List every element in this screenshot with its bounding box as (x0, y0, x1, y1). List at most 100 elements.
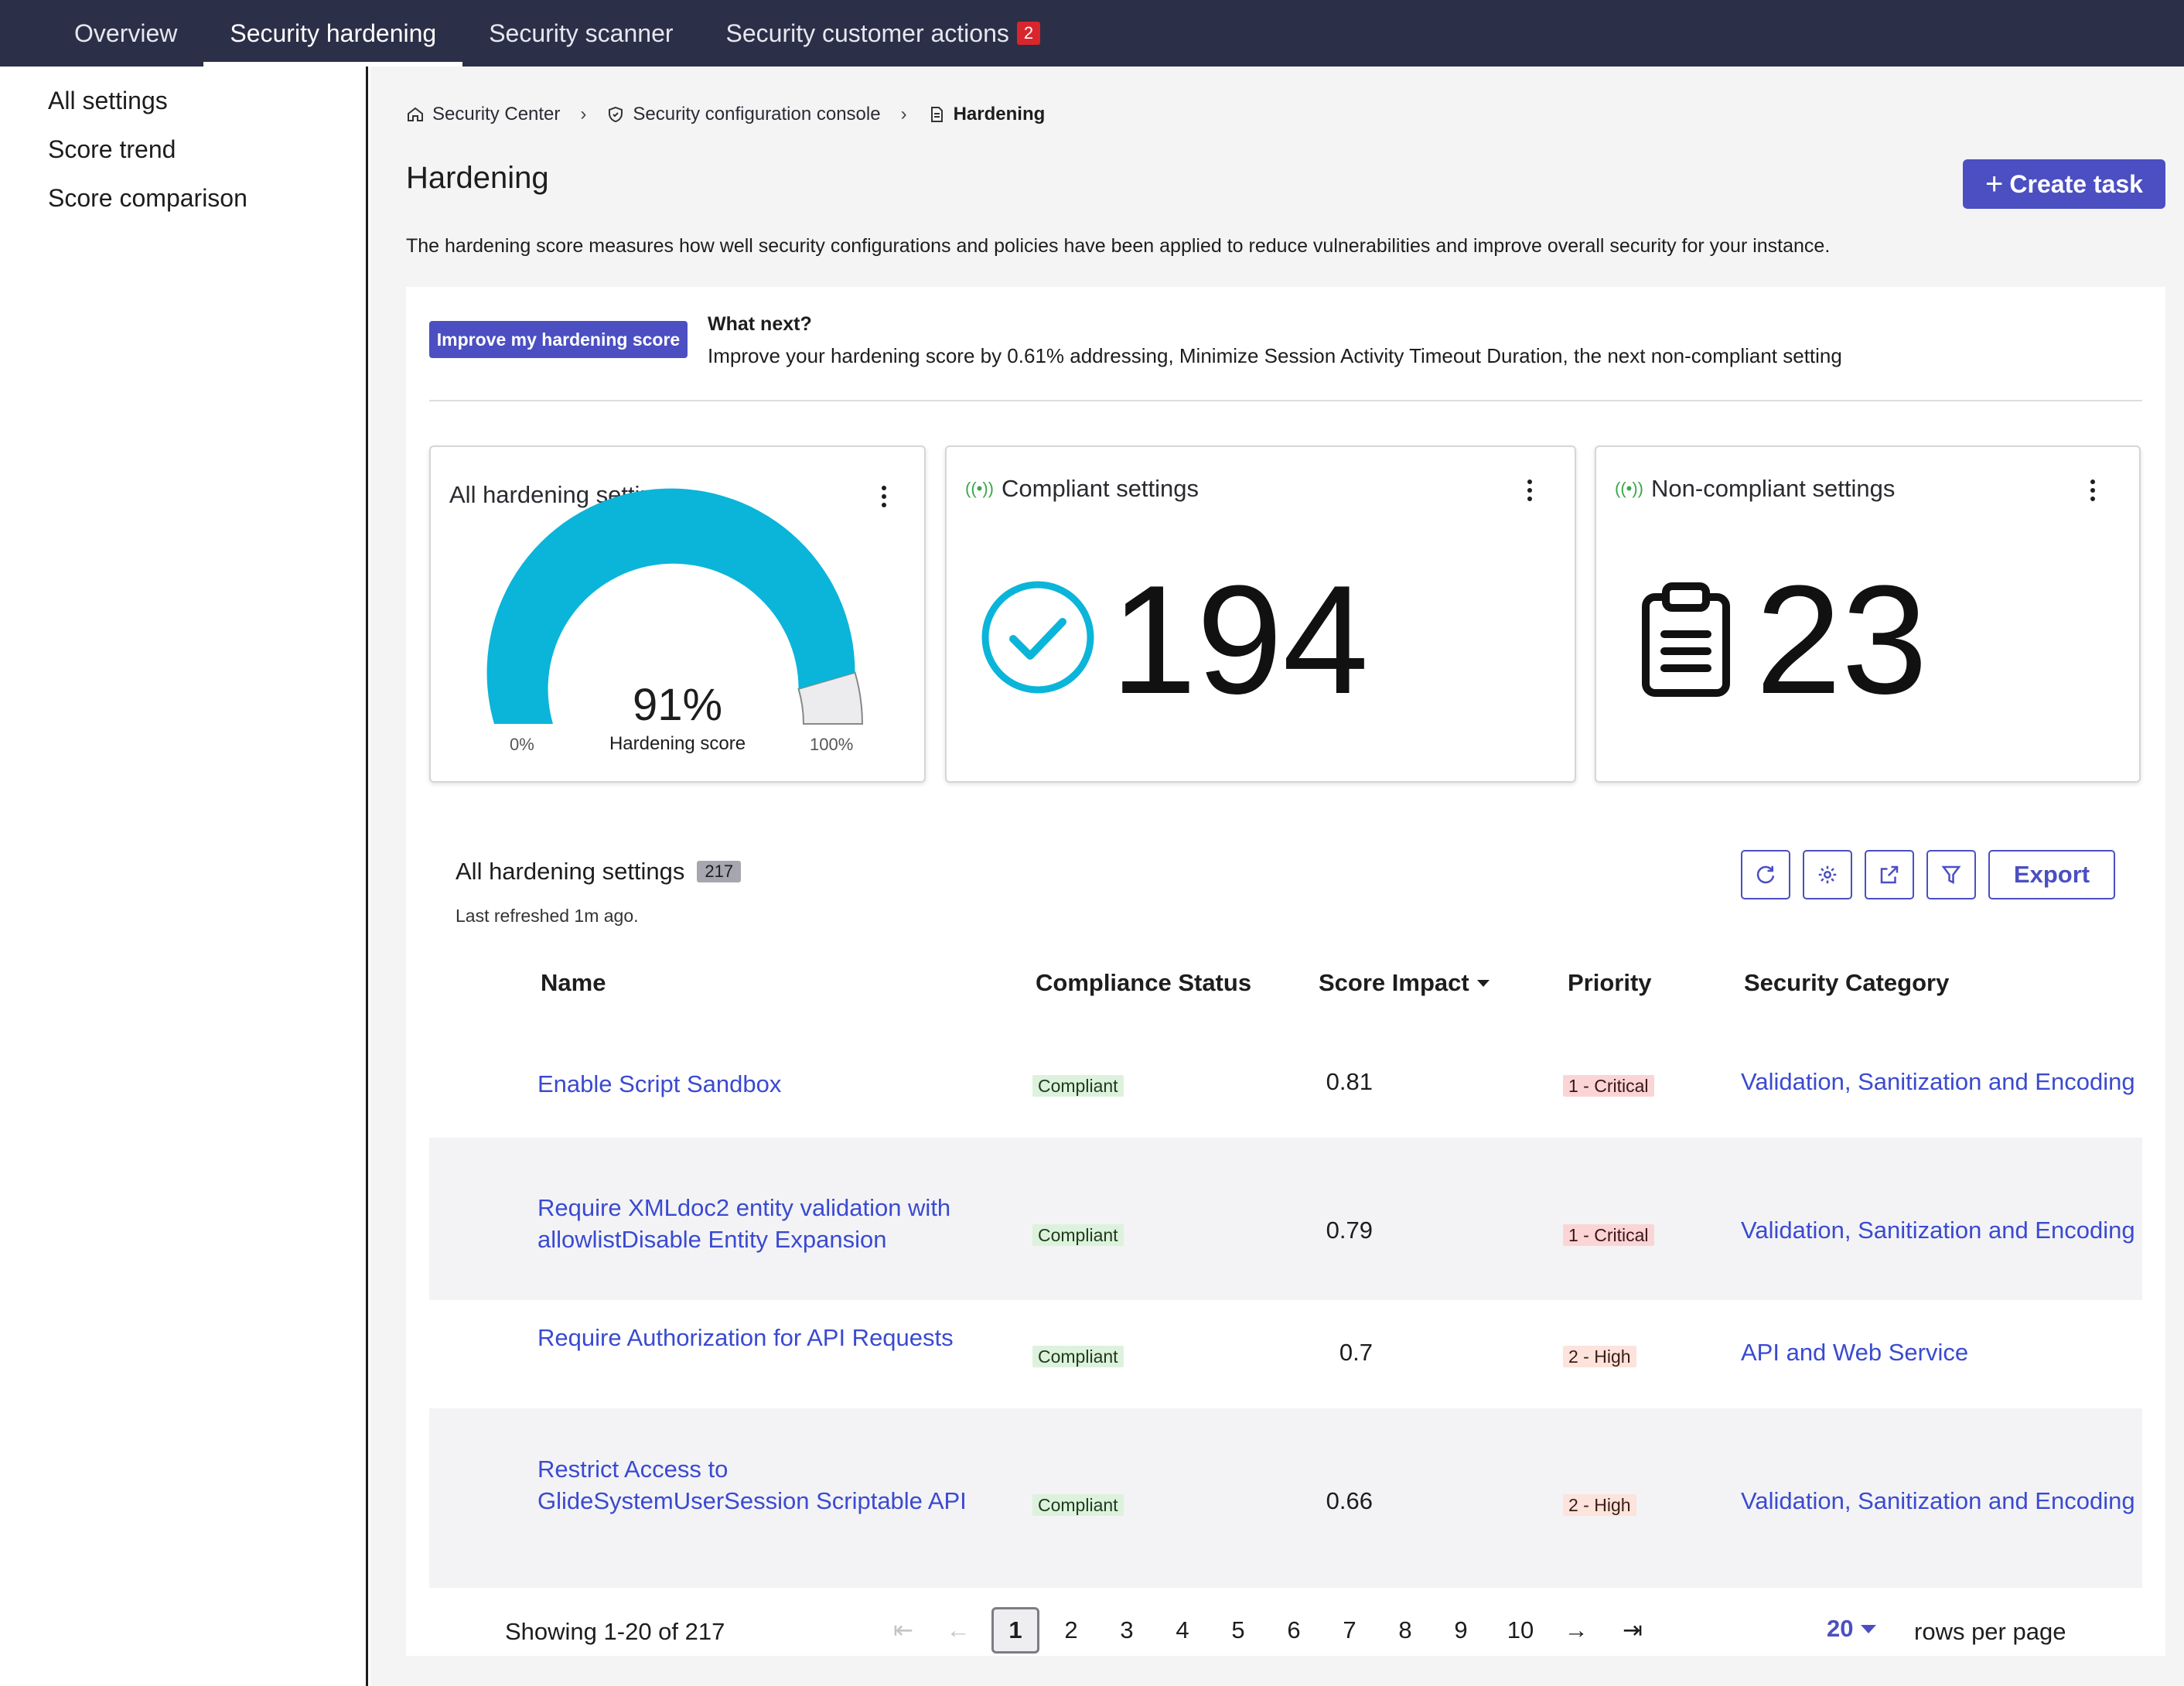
status-badge: Compliant (1032, 1494, 1124, 1516)
chevron-right-icon: › (900, 104, 907, 125)
security-category-link[interactable]: Validation, Sanitization and Encoding (1741, 1487, 2135, 1514)
settings-button[interactable] (1803, 850, 1852, 899)
card-all-hardening-settings: All hardening settings 91% Hardening sco… (429, 445, 926, 783)
breadcrumb-security-configuration-console[interactable]: Security configuration console (606, 104, 881, 125)
share-button[interactable] (1865, 850, 1914, 899)
document-icon (930, 107, 943, 122)
table-row: Enable Script Sandbox Compliant 0.81 1 -… (429, 1029, 2142, 1138)
filter-button[interactable] (1926, 850, 1976, 899)
refresh-button[interactable] (1741, 850, 1790, 899)
last-page-icon[interactable]: ⇥ (1623, 1616, 1643, 1643)
column-header-security-category[interactable]: Security Category (1744, 969, 1950, 996)
first-page-icon[interactable]: ⇤ (893, 1616, 913, 1643)
more-options-icon[interactable] (1520, 475, 1539, 506)
setting-name-link[interactable]: Restrict Access to GlideSystemUserSessio… (537, 1456, 967, 1514)
filter-icon (1941, 865, 1961, 885)
score-impact: 0.79 (1326, 1217, 1373, 1244)
hardening-score-value: 91% (632, 680, 723, 730)
page-button-4[interactable]: 4 (1176, 1616, 1189, 1643)
column-header-priority[interactable]: Priority (1568, 969, 1652, 996)
clipboard-icon (1642, 582, 1730, 697)
hardening-score-caption: Hardening score (609, 733, 746, 754)
page-button-8[interactable]: 8 (1398, 1616, 1412, 1643)
compliant-count: 194 (1111, 554, 1369, 726)
card-compliant-settings: ((•)) Compliant settings 194 (945, 445, 1576, 783)
setting-name-link[interactable]: Require Authorization for API Requests (537, 1324, 954, 1351)
notification-badge: 2 (1016, 22, 1041, 45)
sidebar-item-score-trend[interactable]: Score trend (48, 135, 176, 163)
setting-name-link[interactable]: Require XMLdoc2 entity validation with a… (537, 1194, 951, 1253)
plus-icon: + (1985, 167, 2004, 201)
priority-badge: 2 - High (1563, 1346, 1636, 1367)
table-title: All hardening settings 217 (456, 858, 742, 886)
shield-icon (609, 106, 623, 123)
hardening-panel: Improve my hardening score What next? Im… (406, 287, 2165, 1656)
breadcrumb-hardening: Hardening (927, 104, 1045, 125)
page-button-6[interactable]: 6 (1287, 1616, 1301, 1643)
last-refreshed: Last refreshed 1m ago. (456, 906, 639, 926)
column-header-score-impact[interactable]: Score Impact (1319, 969, 1490, 997)
previous-page-icon[interactable]: ← (946, 1616, 971, 1643)
check-circle-icon (981, 581, 1094, 694)
score-impact: 0.81 (1326, 1068, 1373, 1095)
settings-icon (1818, 865, 1837, 884)
refresh-icon (1756, 865, 1775, 884)
more-options-icon[interactable] (875, 481, 893, 512)
setting-name-link[interactable]: Enable Script Sandbox (537, 1070, 782, 1097)
status-badge: Compliant (1032, 1346, 1124, 1367)
column-header-compliance-status[interactable]: Compliance Status (1036, 969, 1252, 996)
page-button-5[interactable]: 5 (1231, 1616, 1245, 1643)
page-button-2[interactable]: 2 (1064, 1616, 1078, 1643)
tab-overview[interactable]: Overview (74, 19, 178, 47)
status-badge: Compliant (1032, 1224, 1124, 1246)
chevron-down-icon (1861, 1624, 1877, 1633)
priority-badge: 1 - Critical (1563, 1075, 1654, 1097)
non-compliant-count: 23 (1756, 554, 1928, 726)
sidebar-item-all-settings[interactable]: All settings (48, 87, 168, 114)
page-title: Hardening (406, 161, 549, 195)
security-category-link[interactable]: Validation, Sanitization and Encoding (1741, 1068, 2135, 1095)
export-button[interactable]: Export (1988, 850, 2115, 899)
what-next-title: What next? (708, 313, 812, 335)
page-button-1[interactable]: 1 (991, 1607, 1039, 1654)
gauge-min-label: 0% (510, 735, 534, 754)
table-row: Restrict Access to GlideSystemUserSessio… (429, 1408, 2142, 1588)
share-icon (1880, 865, 1899, 884)
showing-count: Showing 1-20 of 217 (505, 1618, 725, 1645)
column-header-name[interactable]: Name (541, 969, 606, 996)
sidebar-item-score-comparison[interactable]: Score comparison (48, 184, 247, 212)
gauge-max-label: 100% (810, 735, 854, 754)
sort-descending-icon (1476, 979, 1490, 987)
page-button-9[interactable]: 9 (1454, 1616, 1468, 1643)
signal-icon: ((•)) (965, 479, 995, 498)
create-task-button[interactable]: + Create task (1963, 159, 2165, 209)
page-button-7[interactable]: 7 (1343, 1616, 1356, 1643)
security-category-link[interactable]: Validation, Sanitization and Encoding (1741, 1217, 2135, 1244)
tab-security-customer-actions[interactable]: Security customer actions 2 (700, 0, 1067, 67)
breadcrumb: Security Center › Security configuration… (406, 104, 1045, 125)
page-button-3[interactable]: 3 (1120, 1616, 1134, 1643)
breadcrumb-security-center[interactable]: Security Center (406, 104, 560, 125)
sidebar: All settings Score trend Score compariso… (0, 67, 368, 1686)
tab-security-scanner[interactable]: Security scanner (489, 19, 674, 47)
card-title: ((•)) Non-compliant settings (1615, 475, 1896, 502)
hardening-score-gauge (486, 488, 864, 725)
what-next-text: Improve your hardening score by 0.61% ad… (708, 344, 1842, 367)
more-options-icon[interactable] (2083, 475, 2102, 506)
pagination: Showing 1-20 of 217 ⇤ ← 1 2 3 4 5 6 7 8 … (406, 1607, 2165, 1654)
main-content: Security Center › Security configuration… (370, 67, 2184, 1686)
page-description: The hardening score measures how well se… (406, 235, 1831, 257)
card-non-compliant-settings: ((•)) Non-compliant settings 23 (1595, 445, 2141, 783)
signal-icon: ((•)) (1615, 479, 1644, 498)
next-page-icon[interactable]: → (1564, 1616, 1589, 1643)
security-category-link[interactable]: API and Web Service (1741, 1339, 1969, 1366)
page-button-10[interactable]: 10 (1507, 1616, 1534, 1643)
score-impact: 0.66 (1326, 1487, 1373, 1514)
table-row: Require XMLdoc2 entity validation with a… (429, 1138, 2142, 1300)
score-impact: 0.7 (1339, 1339, 1373, 1366)
rows-per-page-select[interactable]: 20 (1827, 1615, 1877, 1643)
tab-security-hardening[interactable]: Security hardening (203, 0, 463, 67)
top-navigation: Overview Security hardening Security sca… (0, 0, 2184, 67)
improve-hardening-score-button[interactable]: Improve my hardening score (429, 321, 688, 358)
card-title: ((•)) Compliant settings (965, 475, 1199, 502)
